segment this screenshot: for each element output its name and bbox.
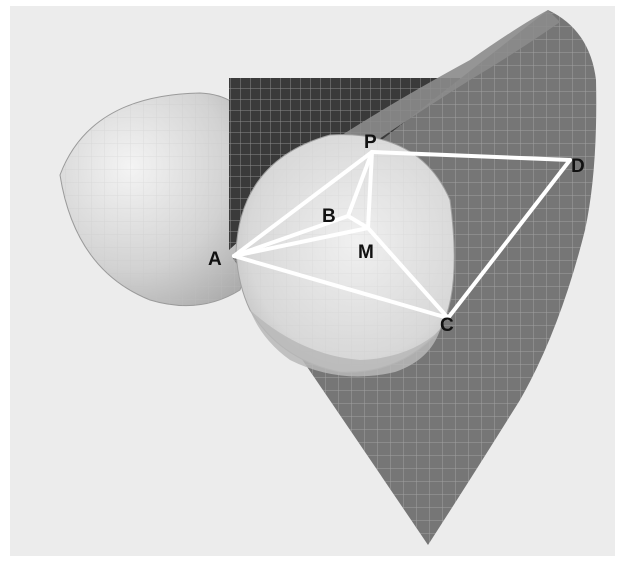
- sphere-lobe-grid: [60, 93, 262, 306]
- segment-cd: [446, 158, 572, 320]
- label-point-m: M: [358, 242, 374, 263]
- segment-cm: [366, 226, 450, 320]
- label-point-d: D: [571, 156, 585, 177]
- label-point-b: B: [322, 206, 336, 227]
- sphere-lower-band: [250, 310, 440, 377]
- inner-sphere-grid: [236, 134, 455, 373]
- segment-am: [232, 226, 370, 258]
- segment-ap: [232, 150, 374, 258]
- label-point-p: P: [364, 132, 377, 153]
- segment-ab: [232, 214, 350, 258]
- segment-pm: [366, 150, 374, 230]
- label-point-c: C: [440, 315, 454, 336]
- segments-group: [232, 150, 572, 320]
- label-point-a: A: [208, 249, 222, 270]
- segment-bm: [346, 214, 370, 230]
- segment-pd: [370, 150, 572, 162]
- segment-pb: [346, 150, 374, 218]
- segment-ac: [232, 254, 450, 320]
